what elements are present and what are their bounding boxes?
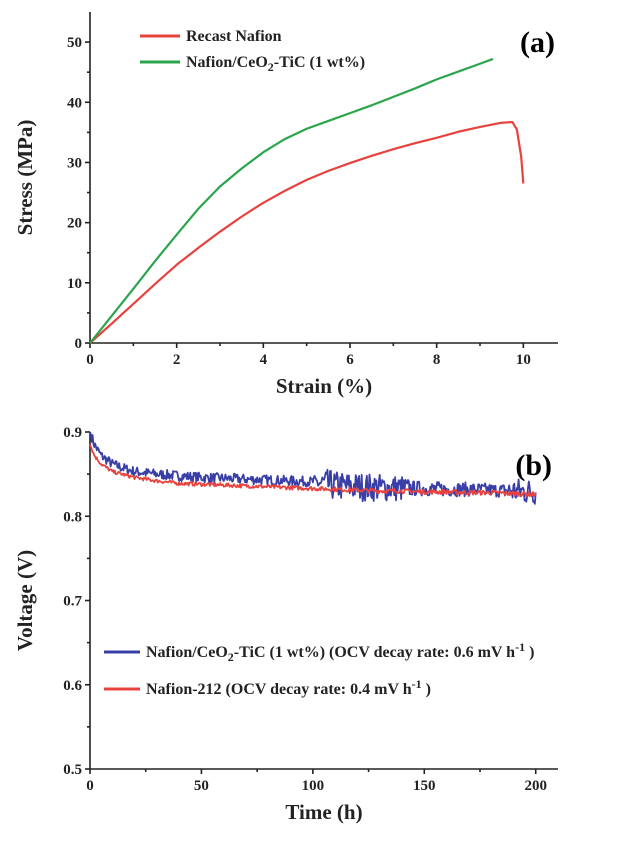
series-line-1 bbox=[89, 444, 537, 498]
x-tick-label: 10 bbox=[516, 352, 531, 368]
panel-b-series bbox=[89, 431, 537, 505]
y-tick-label: 40 bbox=[67, 95, 82, 111]
panel-a-axes: 0 2 4 6 8 10 0 10 20 30 40 50 Strain (%) Stress (MPa)… bbox=[13, 12, 558, 398]
legend-label-0: Nafion/CeO2-TiC (1 wt%) (OCV decay rate:… bbox=[146, 640, 534, 664]
legend-label-1: Nafion-212 (OCV decay rate: 0.4 mV h-1 ) bbox=[146, 677, 431, 698]
panel-label: (b) bbox=[515, 449, 552, 482]
panel-a-stress-strain: 0 2 4 6 8 10 0 10 20 30 40 50 Strain (%) Stress (MPa)… bbox=[13, 12, 558, 398]
legend-label-0: Recast Nafion bbox=[186, 28, 282, 45]
y-tick-label: 10 bbox=[67, 276, 82, 292]
series-line-0 bbox=[89, 121, 525, 344]
y-tick-label: 0 bbox=[75, 336, 83, 352]
x-axis-label: Time (h) bbox=[285, 800, 362, 824]
y-tick-label: 20 bbox=[67, 216, 82, 232]
y-tick-label: 0.5 bbox=[63, 762, 82, 778]
y-tick-label: 0.9 bbox=[63, 425, 82, 441]
y-tick-label: 0.6 bbox=[63, 678, 82, 694]
x-tick-label: 8 bbox=[433, 352, 441, 368]
x-tick-label: 0 bbox=[86, 778, 94, 794]
x-tick-label: 0 bbox=[86, 352, 94, 368]
x-tick-label: 50 bbox=[194, 778, 209, 794]
y-tick-label: 0.7 bbox=[63, 594, 82, 610]
panel-b-axes: 0 50 100 150 200 0.5 0.6 0.7 0.8 0.9 Time (h) Volta… bbox=[13, 425, 558, 824]
y-tick-label: 50 bbox=[67, 35, 82, 51]
x-tick-label: 2 bbox=[173, 352, 181, 368]
y-axis-label: Voltage (V) bbox=[13, 550, 37, 651]
x-tick-label: 6 bbox=[346, 352, 354, 368]
panel-label: (a) bbox=[520, 26, 555, 59]
x-tick-label: 200 bbox=[524, 778, 547, 794]
panel-b-legend: Nafion/CeO2-TiC (1 wt%) (OCV decay rate:… bbox=[104, 640, 534, 698]
legend-label-1: Nafion/CeO2-TiC (1 wt%) bbox=[186, 54, 365, 74]
series-line-1 bbox=[89, 57, 494, 344]
y-axis-label: Stress (MPa) bbox=[13, 120, 37, 236]
x-axis-label: Strain (%) bbox=[276, 374, 372, 398]
y-tick-label: 0.8 bbox=[63, 509, 82, 525]
panel-b-voltage-time: 0 50 100 150 200 0.5 0.6 0.7 0.8 0.9 Time (h) Volta… bbox=[13, 425, 558, 824]
panel-a-series bbox=[89, 57, 525, 344]
x-tick-label: 100 bbox=[302, 778, 325, 794]
x-tick-label: 4 bbox=[260, 352, 268, 368]
panel-a-legend: Recast Nafion Nafion/CeO2-TiC (1 wt%) bbox=[140, 28, 365, 74]
x-tick-label: 150 bbox=[413, 778, 436, 794]
y-tick-label: 30 bbox=[67, 155, 82, 171]
